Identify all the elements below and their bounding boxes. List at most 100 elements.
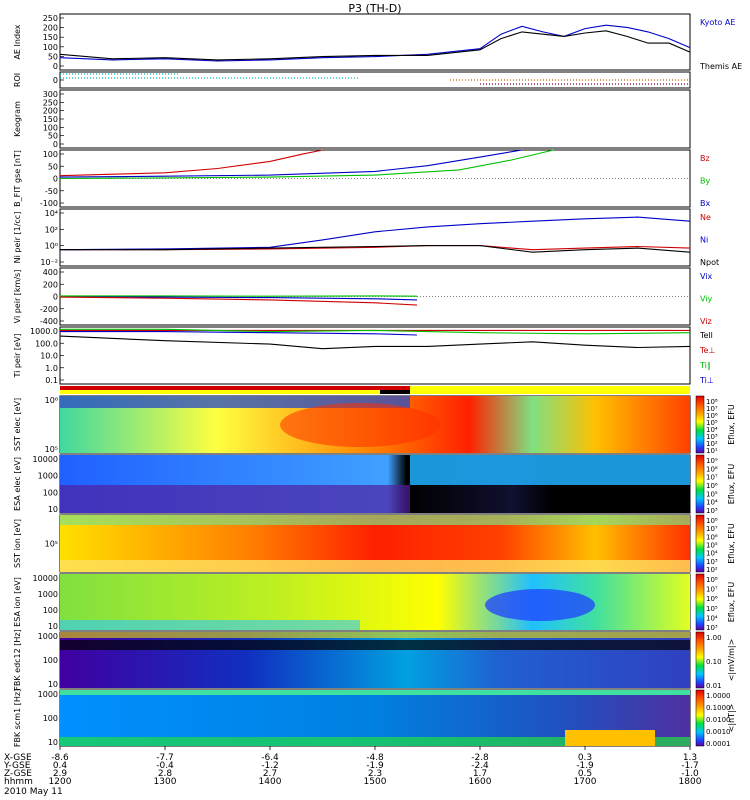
yticklabel-ae-1: 200 [43,24,58,33]
cbartick-sst_e-2: 10⁶ [706,412,718,420]
cbarlabel-esa_i: Eflux, EFU [727,582,736,623]
yticklabel-esa_i-3: 10 [48,622,58,631]
colorbar-sst_e [695,395,705,454]
cbartick-esa_i-3: 10⁵ [706,605,718,613]
row-label-z-gse: Z-GSE [4,769,32,779]
yticklabel-esa_e-3: 10 [48,505,58,514]
yticklabel-vi-0: 400 [43,268,58,277]
legend-ti-1: Te⊥ [699,346,715,355]
cbartick-esa_e-5: 10⁴ [706,499,718,507]
legend-vi-0: Vix [700,272,713,281]
legend-ti-2: Ti∥ [699,361,711,370]
series-ni-2 [60,245,691,253]
cbartick-esa_e-3: 10⁶ [706,482,718,490]
ylabel-esa_i: ESA ion [eV] [13,577,22,627]
cbartick-fbk_b-2: 0.0100 [706,716,731,724]
hhmm-4: 1600 [469,777,492,787]
legend-ni-0: Ne [700,213,711,222]
y-gse-3: -1.9 [366,761,384,771]
cbartick-sst_i-5: 10³ [706,558,718,566]
yticklabel-keogram-2: 200 [43,107,58,116]
cbartick-sst_e-3: 10⁵ [706,419,718,427]
cbartick-sst_i-4: 10⁴ [706,550,718,558]
legend-bfit-1: By [700,177,710,186]
legend-bfit-2: Bx [700,199,710,208]
x-gse-5: 0.3 [578,753,592,763]
cbartick-fbk_b-1: 0.1000 [706,704,731,712]
cbarlabel-sst_i: Eflux, EFU [727,523,736,564]
legend-ti-3: Ti⊥ [699,376,714,385]
hhmm-5: 1700 [574,777,597,787]
yticklabel-fbk_e-0: 1000 [38,632,58,641]
series-bfit-2 [59,149,523,178]
legend-ae-0: Kyoto AE [700,18,735,27]
ylabel-sst_e: SST elec [eV] [13,398,22,451]
yticklabel-ni-0: 10⁴ [45,209,58,218]
hhmm-0: 1200 [49,777,72,787]
yticklabel-esa_e-2: 100 [43,488,58,497]
yticklabel-ti-1: 100.0 [35,339,58,348]
cbartick-esa_i-1: 10⁷ [706,586,718,594]
yticklabel-keogram-5: 50 [48,132,58,141]
x-gse-4: -2.8 [471,753,489,763]
hhmm-1: 1300 [154,777,177,787]
ylabel-fbk_e: FBK edc12 [Hz] [13,629,22,690]
x-gse-3: -4.8 [366,753,384,763]
yticklabel-bfit-4: -100 [40,199,58,208]
colorbar-esa_e [695,454,705,514]
yticklabel-keogram-4: 100 [43,123,58,132]
x-axis: X-GSE Y-GSE Z-GSE hhmm 2010 May 11 -8.6 … [3,753,702,797]
yticklabel-bfit-3: -50 [45,187,58,196]
cbartick-esa_e-4: 10⁵ [706,490,718,498]
ylabel-vi: Vi peir [km/s] [13,270,22,324]
spectrogram-fbk-efield [60,632,690,688]
panel-frame-ti [59,326,691,385]
hhmm-2: 1400 [259,777,282,787]
series-bfit-1 [59,149,554,180]
cbartick-fbk_b-3: 0.0010 [706,728,731,736]
z-gse-5: 0.5 [578,769,592,779]
yticklabel-bfit-0: 100 [43,150,58,159]
cbartick-esa_e-6: 10³ [706,507,718,515]
yticklabel-ti-0: 1000.0 [30,327,58,336]
yticklabel-ti-4: 0.1 [45,376,58,385]
legend-ni-2: Npot [700,258,719,267]
z-gse-4: 1.7 [473,769,487,779]
yticklabel-ae-4: 50 [48,52,58,61]
hhmm-3: 1500 [364,777,387,787]
ylabel-esa_e: ESA elec [eV] [13,457,22,511]
series-ti-3 [60,331,418,336]
cbartick-sst_i-0: 10⁸ [706,517,718,525]
yticklabel-vi-4: -400 [40,317,58,326]
legend-vi-1: Viy [700,295,713,304]
yticklabel-bfit-1: 50 [48,162,58,171]
ylabel-fbk_b: FBK scm1 [Hz] [13,689,22,747]
panel-frame-ni [59,208,691,267]
yticklabel-esa_e-0: 10000 [33,455,58,464]
spectrogram-sst-ion [60,515,690,572]
row-label-y-gse: Y-GSE [3,761,31,771]
colorbar-esa_i [695,573,705,631]
cbartick-sst_e-5: 10³ [706,433,718,441]
cbartick-sst_e-1: 10⁷ [706,405,718,413]
y-gse-6: -1.7 [681,761,699,771]
cbartick-sst_i-1: 10⁷ [706,525,718,533]
y-gse-2: -1.2 [261,761,279,771]
legend-ae-1: Themis AE [699,62,742,71]
cbartick-esa_e-2: 10⁷ [706,474,718,482]
series-bfit-0 [59,149,323,177]
yticklabel-fbk_b-0: 1000 [38,690,58,699]
yticklabel-esa_i-2: 100 [43,606,58,615]
yticklabel-ti-2: 10.0 [40,352,58,361]
date-label: 2010 May 11 [4,787,63,797]
y-gse-4: -2.4 [471,761,489,771]
y-gse-5: -1.9 [576,761,594,771]
cbartick-sst_e-7: 10¹ [706,447,718,455]
z-gse-2: 2.7 [263,769,277,779]
yticklabel-vi-3: -200 [40,305,58,314]
yticklabel-bfit-2: 0 [53,175,58,184]
cbartick-sst_i-2: 10⁶ [706,533,718,541]
x-gse-0: -8.6 [51,753,69,763]
yticklabel-keogram-1: 250 [43,98,58,107]
yticklabel-vi-2: 0 [53,293,58,302]
